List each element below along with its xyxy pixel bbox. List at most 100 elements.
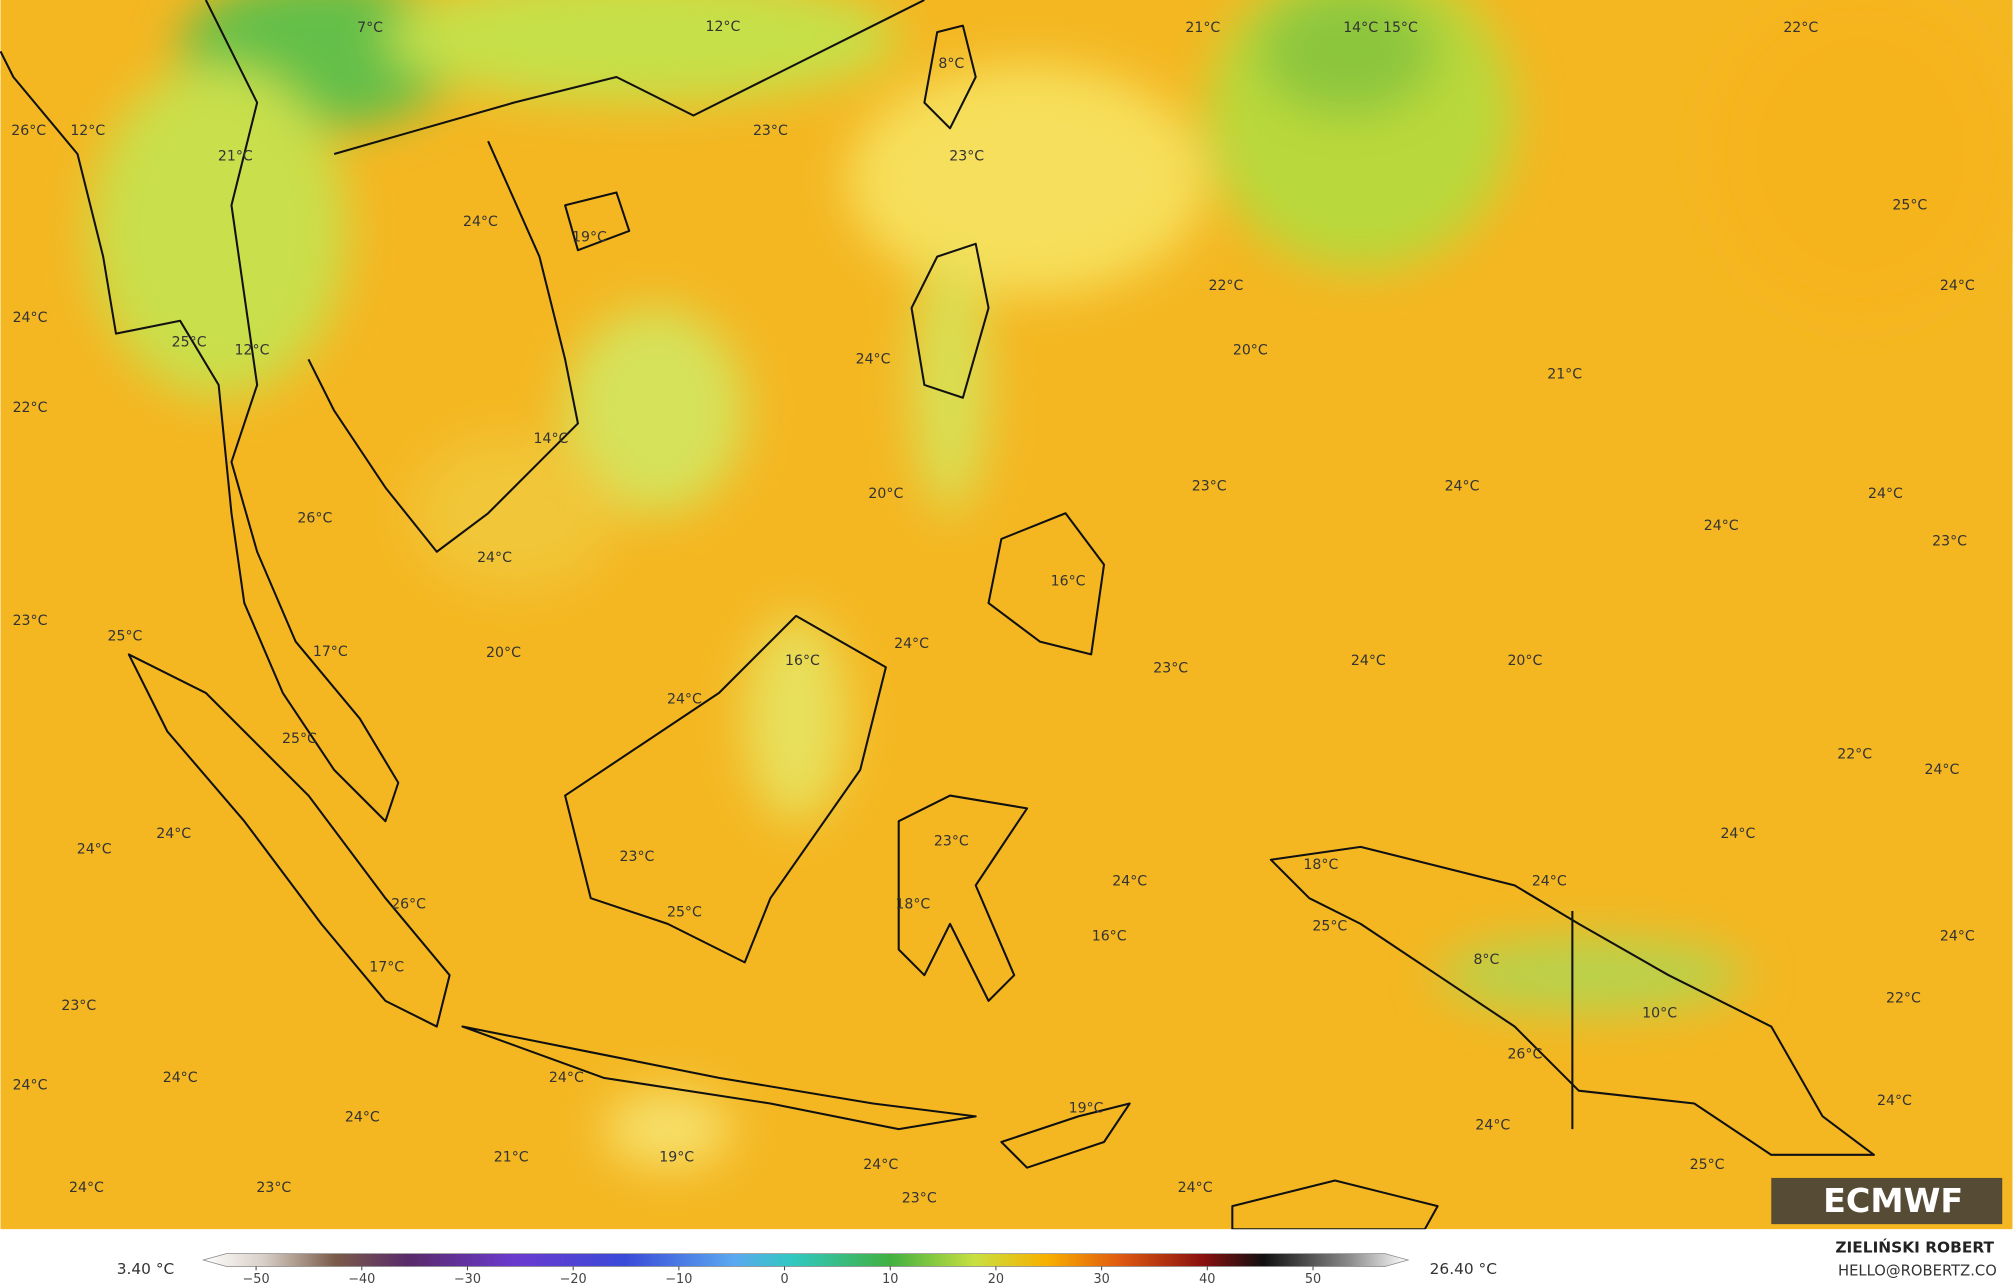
temperature-label: 7°C bbox=[357, 20, 383, 36]
temperature-label: 21°C bbox=[1185, 20, 1220, 36]
temperature-label: 16°C bbox=[785, 653, 820, 669]
temperature-label: 24°C bbox=[156, 826, 191, 842]
temperature-label: 24°C bbox=[345, 1110, 380, 1126]
temperature-label: 23°C bbox=[949, 149, 984, 165]
colorbar: 3.40 °C 26.40 °C −50 −40 −30 −20 −10 0 10 20 30 4… bbox=[117, 1253, 1497, 1287]
temperature-label: 25°C bbox=[1690, 1157, 1725, 1173]
temperature-label: 14°C bbox=[534, 431, 569, 447]
temperature-label: 24°C bbox=[894, 636, 929, 652]
colorbar-tick-label: 40 bbox=[1199, 1272, 1215, 1287]
temperature-label: 24°C bbox=[13, 310, 48, 326]
credit-name: ZIELIŃSKI ROBERT bbox=[1835, 1237, 1994, 1256]
temperature-label: 15°C bbox=[1383, 20, 1418, 36]
temperature-label: 24°C bbox=[1877, 1093, 1912, 1109]
temperature-label: 25°C bbox=[172, 335, 207, 351]
temperature-label: 12°C bbox=[235, 342, 270, 358]
temperature-label: 25°C bbox=[282, 731, 317, 747]
temperature-label: 18°C bbox=[1303, 857, 1338, 873]
temperature-label: 24°C bbox=[69, 1180, 104, 1196]
temperature-label: 16°C bbox=[1092, 929, 1127, 945]
temperature-label: 24°C bbox=[1532, 874, 1567, 890]
colorbar-tick-label: 30 bbox=[1093, 1272, 1109, 1287]
temperature-label: 23°C bbox=[256, 1180, 291, 1196]
temperature-label: 24°C bbox=[856, 351, 891, 367]
temperature-label: 19°C bbox=[572, 229, 607, 245]
temperature-label: 24°C bbox=[667, 691, 702, 707]
temperature-label: 24°C bbox=[863, 1157, 898, 1173]
temperature-label: 24°C bbox=[163, 1070, 198, 1086]
temperature-label: 22°C bbox=[1837, 746, 1872, 762]
temperature-label: 14°C bbox=[1343, 20, 1378, 36]
temperature-label: 23°C bbox=[934, 834, 969, 850]
temperature-label: 22°C bbox=[1783, 20, 1818, 36]
credit-contact: HELLO@ROBERTZ.CO bbox=[1838, 1262, 1997, 1279]
min-label: 3.40 °C bbox=[117, 1260, 175, 1278]
temperature-label: 23°C bbox=[1192, 478, 1227, 494]
colorbar-tick-label: 10 bbox=[882, 1272, 898, 1287]
temperature-label: 25°C bbox=[1312, 918, 1347, 934]
temperature-label: 21°C bbox=[494, 1149, 529, 1165]
temperature-label: 25°C bbox=[1892, 197, 1927, 213]
colorbar-tick-label: −10 bbox=[665, 1272, 692, 1287]
map-labels: 7°C 12°C 21°C 14°C 15°C 22°C 8°C 26°C 12°C 23°C 21… bbox=[11, 19, 1975, 1207]
temperature-label: 23°C bbox=[13, 613, 48, 629]
temperature-label: 26°C bbox=[11, 123, 46, 139]
temperature-label: 24°C bbox=[463, 214, 498, 230]
temperature-label: 26°C bbox=[1507, 1047, 1542, 1063]
temperature-label: 24°C bbox=[1475, 1117, 1510, 1133]
temperature-label: 24°C bbox=[549, 1070, 584, 1086]
temperature-label: 24°C bbox=[1868, 486, 1903, 502]
temperature-label: 24°C bbox=[1445, 478, 1480, 494]
temperature-label: 21°C bbox=[1547, 367, 1582, 383]
temperature-label: 17°C bbox=[369, 959, 404, 975]
temperature-label: 17°C bbox=[313, 644, 348, 660]
temperature-label: 24°C bbox=[1720, 826, 1755, 842]
max-label: 26.40 °C bbox=[1430, 1260, 1497, 1278]
temperature-label: 8°C bbox=[938, 56, 964, 72]
colorbar-tick-label: 20 bbox=[988, 1272, 1004, 1287]
temperature-label: 12°C bbox=[705, 19, 740, 35]
temperature-label: 23°C bbox=[1932, 533, 1967, 549]
temperature-label: 20°C bbox=[1233, 342, 1268, 358]
temperature-label: 24°C bbox=[77, 841, 112, 857]
temperature-label: 19°C bbox=[659, 1149, 694, 1165]
temperature-label: 22°C bbox=[1886, 990, 1921, 1006]
temperature-label: 26°C bbox=[297, 510, 332, 526]
temperature-label: 24°C bbox=[1940, 278, 1975, 294]
temperature-label: 23°C bbox=[753, 123, 788, 139]
temperature-label: 16°C bbox=[1051, 573, 1086, 589]
temperature-label: 8°C bbox=[1473, 952, 1499, 968]
colorbar-tick-label: −20 bbox=[560, 1272, 587, 1287]
temperature-label: 24°C bbox=[1351, 653, 1386, 669]
temperature-label: 23°C bbox=[620, 849, 655, 865]
colorbar-tick-label: 0 bbox=[780, 1272, 788, 1287]
temperature-label: 25°C bbox=[667, 904, 702, 920]
temperature-label: 23°C bbox=[902, 1190, 937, 1206]
colorbar-tick-label: −50 bbox=[243, 1272, 270, 1287]
temperature-label: 20°C bbox=[868, 486, 903, 502]
temperature-label: 20°C bbox=[486, 645, 521, 661]
colorbar-tick-label: −30 bbox=[454, 1272, 481, 1287]
temperature-label: 24°C bbox=[13, 1078, 48, 1094]
temperature-label: 18°C bbox=[895, 897, 930, 913]
temperature-label: 24°C bbox=[1924, 762, 1959, 778]
logo: ECMWF bbox=[1771, 1177, 2003, 1225]
temperature-label: 20°C bbox=[1507, 653, 1542, 669]
colorbar-tick-label: 50 bbox=[1305, 1272, 1321, 1287]
temperature-label: 25°C bbox=[108, 628, 143, 644]
temperature-label: 23°C bbox=[61, 998, 96, 1014]
temperature-label: 26°C bbox=[391, 897, 426, 913]
logo-text: ECMWF bbox=[1823, 1181, 1963, 1220]
colorbar-tick-label: −40 bbox=[348, 1272, 375, 1287]
temperature-label: 22°C bbox=[13, 400, 48, 416]
temperature-label: 12°C bbox=[70, 123, 105, 139]
temperature-label: 24°C bbox=[477, 550, 512, 566]
temperature-label: 24°C bbox=[1112, 874, 1147, 890]
temperature-label: 24°C bbox=[1704, 518, 1739, 534]
map bbox=[0, 0, 2013, 1231]
temperature-label: 23°C bbox=[1153, 661, 1188, 677]
temperature-label: 24°C bbox=[1178, 1180, 1213, 1196]
temperature-label: 19°C bbox=[1069, 1101, 1104, 1117]
temperature-label: 21°C bbox=[218, 149, 253, 165]
